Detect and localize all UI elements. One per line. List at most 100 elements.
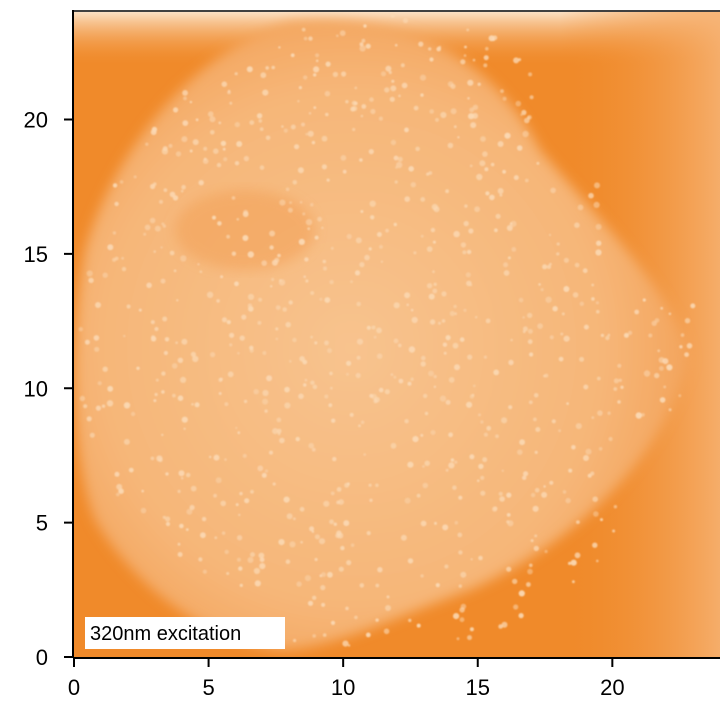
speckle-dot xyxy=(480,490,486,496)
speckle-dot xyxy=(123,438,130,445)
speckle-dot xyxy=(304,575,311,582)
speckle-dot xyxy=(114,256,119,261)
speckle-dot xyxy=(448,432,453,438)
speckle-dot xyxy=(404,292,411,299)
speckle-dot xyxy=(213,148,219,154)
speckle-dot xyxy=(93,335,100,341)
speckle-dot xyxy=(262,89,269,96)
speckle-dot xyxy=(303,36,308,41)
speckle-dot xyxy=(506,225,513,231)
speckle-dot xyxy=(380,260,384,263)
speckle-dot xyxy=(292,180,298,185)
speckle-dot xyxy=(311,447,316,452)
speckle-dot xyxy=(594,182,600,189)
speckle-dot xyxy=(313,106,317,109)
speckle-dot xyxy=(329,279,334,285)
speckle-dot xyxy=(317,216,322,222)
speckle-dot xyxy=(242,453,247,458)
speckle-dot xyxy=(153,182,157,186)
speckle-dot xyxy=(393,375,397,379)
speckle-dot xyxy=(266,375,273,382)
speckle-dot xyxy=(476,479,480,483)
speckle-dot xyxy=(290,124,296,130)
speckle-dot xyxy=(154,392,158,397)
speckle-dot xyxy=(226,320,231,325)
speckle-dot xyxy=(535,427,541,432)
speckle-dot xyxy=(330,491,335,496)
speckle-dot xyxy=(150,129,157,136)
speckle-dot xyxy=(360,114,364,118)
speckle-dot xyxy=(445,335,451,341)
speckle-dot xyxy=(226,572,230,575)
speckle-dot xyxy=(365,43,371,49)
speckle-dot xyxy=(301,122,305,127)
speckle-dot xyxy=(466,28,470,32)
speckle-dot xyxy=(608,436,613,442)
speckle-dot xyxy=(237,351,240,355)
speckle-dot xyxy=(528,400,533,405)
speckle-dot xyxy=(458,550,463,555)
speckle-dot xyxy=(274,257,280,263)
speckle-dot xyxy=(320,585,326,591)
speckle-dot xyxy=(526,582,531,587)
speckle-dot xyxy=(321,226,324,230)
speckle-dot xyxy=(369,97,374,102)
speckle-dot xyxy=(298,86,302,90)
speckle-dot xyxy=(684,352,689,357)
speckle-dot xyxy=(130,411,136,417)
speckle-dot xyxy=(183,96,187,101)
speckle-dot xyxy=(518,297,524,303)
speckle-dot xyxy=(533,393,539,398)
speckle-dot xyxy=(452,485,457,491)
speckle-dot xyxy=(185,472,191,478)
speckle-dot xyxy=(330,386,333,390)
speckle-dot xyxy=(485,46,489,51)
speckle-dot xyxy=(534,487,540,493)
speckle-dot xyxy=(389,96,395,102)
speckle-dot xyxy=(314,341,318,345)
speckle-dot xyxy=(563,257,570,263)
speckle-dot xyxy=(612,529,616,533)
speckle-dot xyxy=(410,308,414,312)
speckle-dot xyxy=(221,531,226,535)
speckle-dot xyxy=(474,206,480,213)
speckle-dot xyxy=(275,327,279,331)
speckle-dot xyxy=(536,161,540,165)
speckle-dot xyxy=(407,381,412,386)
speckle-dot xyxy=(121,266,127,272)
speckle-dot xyxy=(276,417,282,423)
speckle-dot xyxy=(259,557,265,563)
speckle-dot xyxy=(378,116,383,121)
speckle-dot xyxy=(541,491,548,498)
speckle-dot xyxy=(469,164,473,168)
speckle-dot xyxy=(434,521,437,525)
speckle-dot xyxy=(545,296,552,303)
speckle-dot xyxy=(220,500,226,507)
speckle-dot xyxy=(352,127,356,132)
speckle-dot xyxy=(349,412,354,417)
speckle-dot xyxy=(384,87,390,93)
speckle-dot xyxy=(254,580,261,587)
speckle-dot xyxy=(368,149,374,155)
speckle-dot xyxy=(369,200,376,207)
speckle-dot xyxy=(445,468,449,472)
speckle-dot xyxy=(324,394,329,399)
speckle-dot xyxy=(430,227,436,233)
speckle-dot xyxy=(309,526,315,532)
speckle-dot xyxy=(297,167,304,174)
speckle-dot xyxy=(565,497,571,504)
speckle-dot xyxy=(442,524,449,531)
speckle-dot xyxy=(643,370,651,377)
speckle-dot xyxy=(308,112,312,115)
speckle-dot xyxy=(506,566,512,572)
speckle-dot xyxy=(346,372,349,376)
speckle-layer xyxy=(78,13,696,647)
speckle-dot xyxy=(583,324,589,330)
speckle-dot xyxy=(472,112,479,119)
speckle-dot xyxy=(538,283,541,286)
speckle-dot xyxy=(393,302,400,309)
speckle-dot xyxy=(666,364,673,371)
speckle-dot xyxy=(470,558,473,561)
speckle-dot xyxy=(470,122,477,129)
